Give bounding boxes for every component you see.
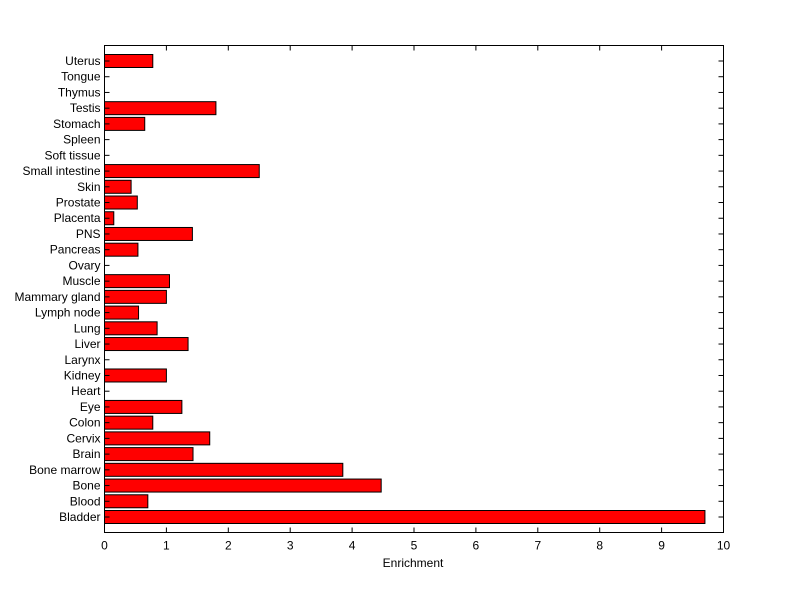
bar-bone-marrow: [104, 462, 344, 477]
y-tick-label: Soft tissue: [44, 148, 100, 162]
y-tick-label: Uterus: [65, 54, 100, 68]
plot-frame: [104, 45, 724, 533]
x-tick-label: 8: [596, 539, 603, 553]
y-tick-label: PNS: [76, 227, 101, 241]
x-tick-label: 10: [717, 539, 731, 553]
bar-testis: [104, 101, 217, 116]
x-tick-label: 1: [163, 539, 170, 553]
y-tick-label: Pancreas: [50, 243, 101, 257]
y-tick-label: Colon: [69, 416, 100, 430]
y-tick-label: Heart: [71, 384, 101, 398]
y-tick-label: Prostate: [56, 196, 101, 210]
x-tick-label: 7: [534, 539, 541, 553]
y-tick-label: Brain: [72, 447, 100, 461]
x-tick-label: 9: [658, 539, 665, 553]
bar-bladder: [104, 510, 706, 524]
y-tick-label: Testis: [70, 101, 101, 115]
bar-colon: [104, 415, 154, 430]
y-tick-label: Larynx: [64, 353, 100, 367]
x-axis-label: Enrichment: [383, 556, 444, 570]
bar-pancreas: [104, 242, 139, 257]
bar-lymph-node: [104, 305, 140, 320]
x-tick-label: 5: [411, 539, 418, 553]
bar-stomach: [104, 116, 146, 131]
x-tick-label: 4: [349, 539, 356, 553]
y-tick-label: Mammary gland: [14, 290, 100, 304]
y-tick-label: Bone marrow: [29, 463, 101, 477]
bar-uterus: [104, 54, 154, 68]
bar-blood: [104, 494, 149, 509]
y-tick-label: Bone: [72, 479, 100, 493]
bar-liver: [104, 337, 189, 352]
bar-eye: [104, 399, 183, 414]
y-tick-label: Muscle: [62, 274, 100, 288]
x-ticks-group: 0 1 2 3 4 5 6 7 8 9 10: [101, 45, 731, 553]
y-tick-label: Spleen: [63, 133, 100, 147]
x-tick-label: 2: [225, 539, 232, 553]
x-tick-label: 6: [473, 539, 480, 553]
y-tick-label: Tongue: [61, 70, 101, 84]
y-tick-label: Skin: [77, 180, 100, 194]
y-tick-label: Eye: [80, 400, 101, 414]
bar-small-intestine: [104, 164, 260, 179]
x-tick-label: 3: [287, 539, 294, 553]
y-tick-label: Liver: [74, 337, 100, 351]
bar-lung: [104, 321, 158, 336]
x-tick-label: 0: [101, 539, 108, 553]
y-tick-label: Cervix: [66, 431, 100, 445]
bar-bone: [104, 478, 382, 493]
bar-pns: [104, 226, 193, 241]
bar-muscle: [104, 274, 170, 289]
y-tick-label: Thymus: [58, 85, 101, 99]
y-tick-label: Lung: [74, 321, 101, 335]
y-tick-label: Small intestine: [22, 164, 100, 178]
y-tick-label: Blood: [70, 494, 101, 508]
y-tick-label: Bladder: [59, 510, 100, 524]
bar-cervix: [104, 431, 211, 446]
y-tick-label: Ovary: [68, 258, 100, 272]
bar-mammary-gland: [104, 289, 167, 304]
y-tick-label: Placenta: [54, 211, 101, 225]
y-tick-label: Stomach: [53, 117, 100, 131]
bar-brain: [104, 447, 194, 462]
y-tick-label: Kidney: [64, 368, 101, 382]
bar-kidney: [104, 368, 167, 383]
y-tick-label: Lymph node: [35, 306, 101, 320]
